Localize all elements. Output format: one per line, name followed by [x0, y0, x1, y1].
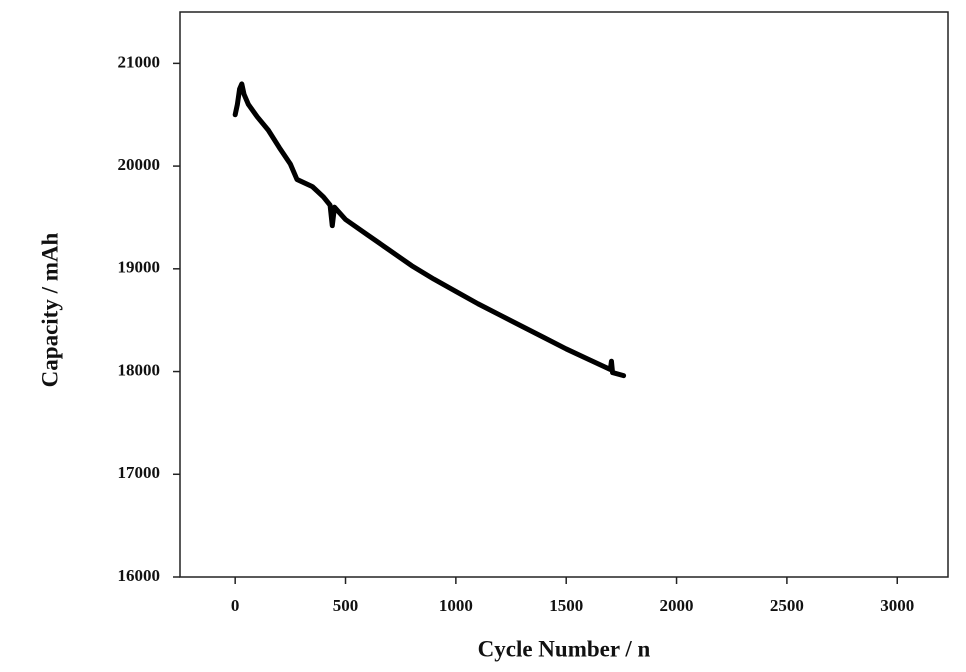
y-tick-label: 21000	[118, 52, 161, 71]
x-axis-title: Cycle Number / n	[478, 636, 651, 661]
y-tick-label: 20000	[118, 155, 161, 174]
x-tick-label: 2000	[660, 596, 694, 615]
y-tick-label: 17000	[118, 463, 161, 482]
y-tick-label: 16000	[118, 566, 161, 585]
x-tick-label: 1500	[549, 596, 583, 615]
x-tick-label: 1000	[439, 596, 473, 615]
x-tick-label: 500	[333, 596, 359, 615]
y-tick-label: 18000	[118, 360, 161, 379]
x-tick-label: 3000	[880, 596, 914, 615]
y-tick-label: 19000	[118, 258, 161, 277]
plot-frame	[179, 11, 949, 578]
data-line	[232, 81, 627, 379]
x-tick-label: 2500	[770, 596, 804, 615]
y-axis-title: Capacity / mAh	[37, 232, 62, 387]
x-tick-label: 0	[231, 596, 240, 615]
